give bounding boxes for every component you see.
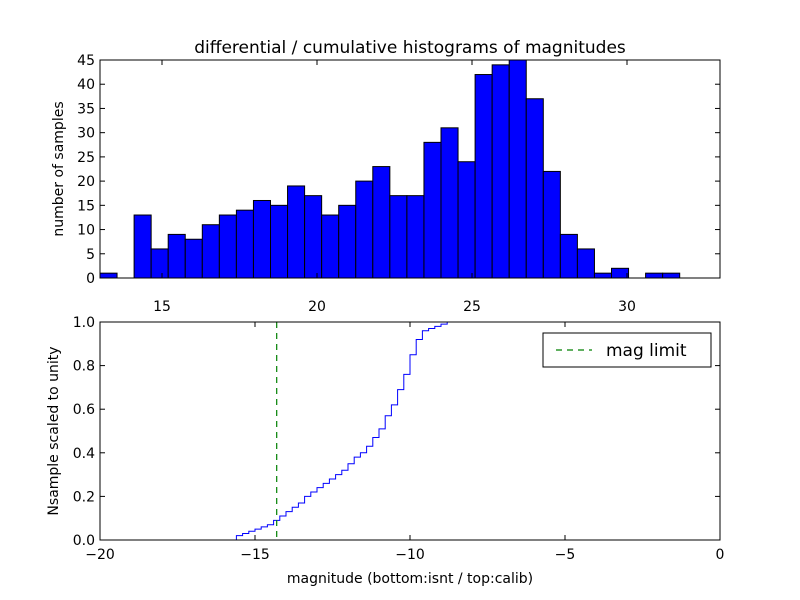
bottom-x-tick-label: −20 [85,547,115,563]
histogram-bar [304,195,323,279]
histogram-bar [389,195,408,279]
top-y-tick-label: 5 [86,247,95,263]
histogram-bars [99,59,681,279]
bottom-plot-frame [99,321,721,541]
top-x-tick-label: 30 [618,299,636,315]
histogram-bar [576,248,595,279]
top-y-axis-label: number of samples [51,101,67,236]
cumulative-lines [100,321,717,541]
bottom-y-tick-label: 0.6 [73,402,95,418]
histogram-bar [99,272,118,279]
top-x-tick-label: 15 [153,299,171,315]
histogram-bar [423,141,442,279]
bottom-y-tick-label: 1.0 [73,315,95,331]
top-plot-frame [99,59,721,279]
legend-mag-limit-label: mag limit [606,341,687,361]
top-y-tick-label: 35 [77,101,95,117]
top-x-tick-label: 25 [463,299,481,315]
top-x-tick-label: 20 [308,299,326,315]
histogram-bar [133,214,152,279]
bottom-x-tick-label: −10 [395,547,425,563]
histogram-bar [218,214,237,279]
top-y-tick-label: 10 [77,223,95,239]
histogram-bar [372,166,391,279]
histogram-bar [270,204,289,279]
top-y-tick-label: 40 [77,77,95,93]
histogram-bar [201,224,220,279]
top-y-tick-label: 30 [77,126,95,142]
chart-title: differential / cumulative histograms of … [194,38,626,58]
histogram-bar [508,59,527,279]
legend: mag limit [542,332,712,368]
histogram-bar [287,185,306,279]
differential-histogram: differential / cumulative histograms of … [51,38,721,315]
histogram-bar [338,204,357,279]
top-y-tick-label: 20 [77,174,95,190]
bottom-y-tick-label: 0.8 [73,359,95,375]
histogram-bar [321,214,340,279]
histogram-bar [645,272,664,279]
histogram-bar [184,238,203,279]
histogram-bar [167,233,186,279]
histogram-bar [474,74,493,279]
histogram-bar [440,127,459,279]
histogram-bar [559,233,578,279]
histogram-bar [525,98,544,279]
cumulative-histogram: 0.0 0.2 0.4 0.6 0.8 1.0 −20 −15 −10 −5 0 magnitude… [46,315,724,587]
bottom-y-axis-label: Nsample scaled to unity [46,346,62,515]
histogram-bar [491,64,510,279]
top-y-tick-label: 45 [77,53,95,69]
cumulative-step-line [100,321,717,541]
histogram-bar [542,170,561,279]
histogram-bar [611,267,630,279]
bottom-x-tick-label: −5 [555,547,576,563]
top-y-tick-label: 0 [86,271,95,287]
histogram-bar [235,209,254,279]
bottom-x-axis-label: magnitude (bottom:isnt / top:calib) [287,571,533,587]
top-y-tick-label: 25 [77,150,95,166]
bottom-y-tick-label: 0.2 [73,489,95,505]
histogram-bar [593,272,613,279]
bottom-y-tick-label: 0.4 [73,446,95,462]
histogram-bar [355,180,374,279]
top-y-tick-label: 15 [77,198,95,214]
histogram-bar [252,199,271,279]
histogram-bar [457,161,476,279]
bottom-y-tick-label: 0.0 [73,533,95,549]
histogram-bar [662,272,681,279]
bottom-x-tick-label: −15 [240,547,270,563]
histogram-bar [406,195,425,279]
histogram-bar [150,248,169,279]
bottom-x-tick-label: 0 [716,547,725,563]
